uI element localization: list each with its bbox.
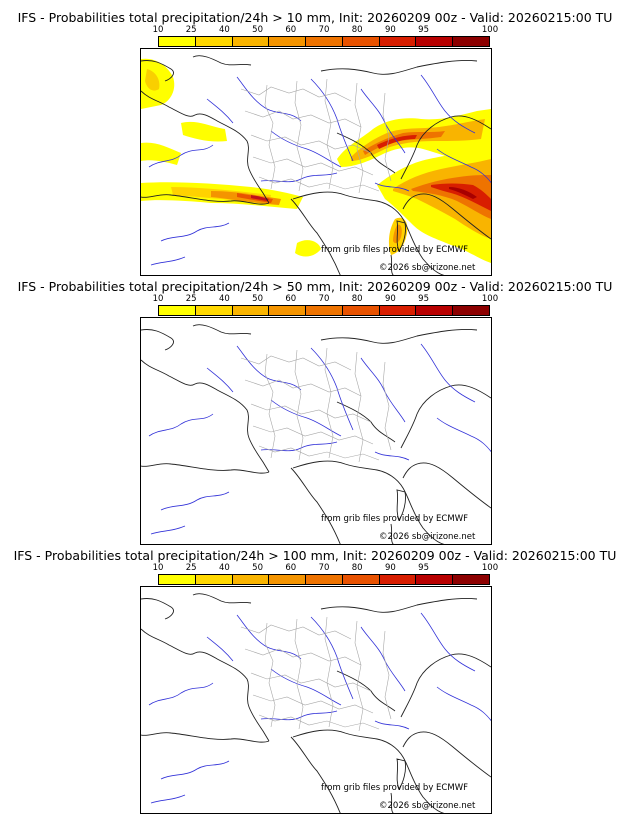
colorbar-swatch [379,575,417,584]
colorbar-label: 70 [318,294,330,304]
copyright-credit: ©2026 sb@irizone.net [379,532,476,542]
precip-probability-shading [141,58,491,263]
colorbar-label: 40 [218,563,230,573]
colorbar-label: 25 [185,563,197,573]
map-area: from grib files provided by ECMWF ©2026 … [140,317,492,545]
colorbar-label: 25 [185,25,197,35]
colorbar-label: 90 [384,563,396,573]
colorbar-swatch [306,306,343,315]
colorbar-label: 90 [384,294,396,304]
colorbar-swatch [159,575,196,584]
map-panel-100mm: IFS - Probabilities total precipitation/… [0,548,630,816]
panel-title: IFS - Probabilities total precipitation/… [13,548,617,563]
colorbar-label: 90 [384,25,396,35]
panel-title: IFS - Probabilities total precipitation/… [17,10,613,25]
colorbar-label: 50 [252,25,264,35]
copyright-credit: ©2026 sb@irizone.net [379,801,476,811]
colorbar-label: 70 [318,563,330,573]
colorbar-label: 80 [351,563,363,573]
colorbar-label: 60 [285,25,297,35]
colorbar-label: 80 [351,294,363,304]
map-panel-50mm: IFS - Probabilities total precipitation/… [0,279,630,547]
colorbar-swatch [269,306,307,315]
colorbar-swatch [195,37,233,46]
colorbar-label: 40 [218,294,230,304]
colorbar-swatch [232,575,270,584]
copyright-credit: ©2026 sb@irizone.net [379,263,476,273]
colorbar [158,305,490,316]
colorbar-swatch [342,306,380,315]
colorbar-label: 80 [351,25,363,35]
colorbar-label: 95 [418,25,430,35]
colorbar-swatch [232,37,270,46]
colorbar [158,574,490,585]
map-image [141,593,491,813]
colorbar-swatch [342,575,380,584]
colorbar-swatch [159,37,196,46]
colorbar-label: 50 [252,563,264,573]
colorbar-label: 10 [152,294,164,304]
colorbar-label: 40 [218,25,230,35]
colorbar-swatch [453,575,490,584]
colorbar-swatch [342,37,380,46]
colorbar-swatch [195,575,233,584]
colorbar-swatch [269,575,307,584]
map-area: from grib files provided by ECMWF ©2026 … [140,586,492,814]
colorbar-swatch [195,306,233,315]
colorbar-label: 10 [152,563,164,573]
map-area: from grib files provided by ECMWF ©2026 … [140,48,492,276]
colorbar-swatch [306,37,343,46]
colorbar-swatch [453,37,490,46]
colorbar-swatch [416,575,454,584]
map-image [141,55,491,275]
colorbar [158,36,490,47]
colorbar-label: 100 [481,294,499,304]
colorbar-label: 60 [285,563,297,573]
colorbar-label: 50 [252,294,264,304]
colorbar-swatch [379,306,417,315]
colorbar-swatch [159,306,196,315]
data-source-credit: from grib files provided by ECMWF [321,783,468,793]
data-source-credit: from grib files provided by ECMWF [321,514,468,524]
data-source-credit: from grib files provided by ECMWF [321,245,468,255]
colorbar-swatch [379,37,417,46]
colorbar-labels: 10 25 40 50 60 70 80 90 95 100 [153,563,499,573]
colorbar-labels: 10 25 40 50 60 70 80 90 95 100 [153,294,499,304]
colorbar-label: 95 [418,563,430,573]
map-panel-10mm: IFS - Probabilities total precipitation/… [0,10,630,278]
colorbar-label: 10 [152,25,164,35]
colorbar-labels: 10 25 40 50 60 70 80 90 95 100 [153,25,499,35]
colorbar-swatch [416,37,454,46]
colorbar-label: 95 [418,294,430,304]
colorbar-label: 60 [285,294,297,304]
colorbar-swatch [232,306,270,315]
panel-title: IFS - Probabilities total precipitation/… [17,279,613,294]
colorbar-swatch [453,306,490,315]
colorbar-label: 25 [185,294,197,304]
colorbar-swatch [306,575,343,584]
colorbar-label: 70 [318,25,330,35]
map-image [141,324,491,544]
colorbar-label: 100 [481,563,499,573]
colorbar-swatch [416,306,454,315]
colorbar-label: 100 [481,25,499,35]
colorbar-swatch [269,37,307,46]
